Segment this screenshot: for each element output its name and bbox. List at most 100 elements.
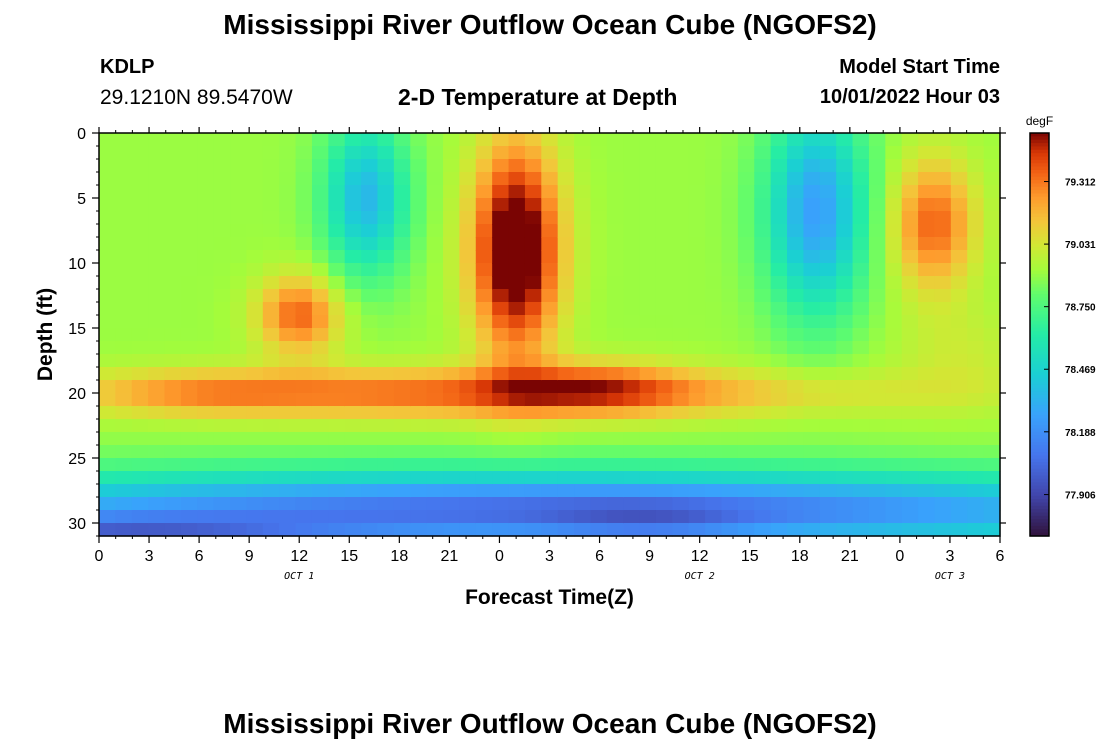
heatmap-cell — [787, 523, 805, 537]
heatmap-cell — [492, 263, 510, 277]
colorbar-segment — [1030, 216, 1049, 221]
heatmap-cell — [868, 211, 886, 225]
heatmap-cell — [410, 523, 428, 537]
heatmap-cell — [705, 445, 723, 459]
heatmap-cell — [197, 406, 215, 420]
heatmap-cell — [99, 354, 116, 368]
x-tick-label: 3 — [145, 548, 154, 565]
heatmap-cell — [344, 237, 362, 251]
heatmap-cell — [311, 419, 329, 433]
heatmap-cell — [148, 250, 166, 264]
colorbar-segment — [1030, 153, 1049, 158]
heatmap-cell — [410, 497, 428, 511]
heatmap-cell — [639, 484, 657, 498]
heatmap-cell — [901, 250, 919, 264]
x-tick-label: 0 — [95, 548, 104, 565]
heatmap-cell — [475, 315, 493, 329]
heatmap-cell — [868, 393, 886, 407]
heatmap-cell — [918, 276, 936, 290]
heatmap-cell — [803, 354, 821, 368]
heatmap-cell — [934, 172, 952, 186]
heatmap-cell — [770, 315, 788, 329]
heatmap-cell — [99, 367, 116, 381]
heatmap-cell — [557, 471, 575, 485]
heatmap-cell — [148, 133, 166, 147]
heatmap-cell — [967, 250, 985, 264]
heatmap-cell — [819, 211, 837, 225]
heatmap-cell — [213, 211, 231, 225]
heatmap-cell — [131, 159, 149, 173]
heatmap-cell — [754, 419, 772, 433]
heatmap-cell — [885, 250, 903, 264]
heatmap-cell — [688, 146, 706, 160]
heatmap-cell — [541, 198, 559, 212]
heatmap-cell — [852, 224, 870, 238]
heatmap-cell — [197, 484, 215, 498]
heatmap-cell — [361, 172, 379, 186]
heatmap-cell — [885, 523, 903, 537]
heatmap-cell — [164, 211, 182, 225]
heatmap-cell — [148, 510, 166, 524]
heatmap-cell — [311, 380, 329, 394]
heatmap-cell — [737, 328, 755, 342]
heatmap-cell — [295, 354, 313, 368]
heatmap-cell — [459, 211, 477, 225]
colorbar-segment — [1030, 183, 1049, 188]
heatmap-cell — [901, 172, 919, 186]
heatmap-cell — [705, 341, 723, 355]
heatmap-cell — [590, 146, 608, 160]
heatmap-cell — [492, 510, 510, 524]
heatmap-cell — [639, 354, 657, 368]
heatmap-cell — [754, 146, 772, 160]
heatmap-cell — [574, 250, 592, 264]
heatmap-cell — [197, 211, 215, 225]
heatmap-cell — [377, 172, 395, 186]
heatmap-cell — [967, 445, 985, 459]
x-tick-label: 9 — [645, 548, 654, 565]
heatmap-cell — [623, 497, 641, 511]
heatmap-cell — [623, 367, 641, 381]
heatmap-cell — [868, 185, 886, 199]
heatmap-cell — [590, 354, 608, 368]
heatmap-cell — [590, 445, 608, 459]
heatmap-cell — [459, 354, 477, 368]
heatmap-cell — [983, 146, 1001, 160]
heatmap-cell — [180, 315, 198, 329]
heatmap-cell — [99, 276, 116, 290]
heatmap-cell — [868, 471, 886, 485]
heatmap-cell — [803, 302, 821, 316]
heatmap-cell — [901, 276, 919, 290]
heatmap-cell — [164, 263, 182, 277]
heatmap-cell — [262, 133, 280, 147]
heatmap-cell — [459, 497, 477, 511]
heatmap-cell — [934, 302, 952, 316]
heatmap-cell — [852, 328, 870, 342]
heatmap-cell — [180, 380, 198, 394]
heatmap-cell — [983, 289, 1001, 303]
heatmap-cell — [279, 276, 297, 290]
heatmap-cell — [672, 354, 690, 368]
heatmap-cell — [295, 263, 313, 277]
heatmap-cell — [934, 263, 952, 277]
heatmap-cell — [557, 419, 575, 433]
heatmap-cell — [836, 497, 854, 511]
heatmap-cell — [606, 445, 624, 459]
heatmap-cell — [574, 211, 592, 225]
heatmap-cell — [115, 497, 133, 511]
heatmap-cell — [803, 380, 821, 394]
heatmap-cell — [311, 289, 329, 303]
colorbar-segment — [1030, 267, 1049, 272]
heatmap-cell — [787, 406, 805, 420]
heatmap-cell — [934, 497, 952, 511]
heatmap-cell — [967, 237, 985, 251]
heatmap-cell — [311, 198, 329, 212]
heatmap-cell — [131, 432, 149, 446]
heatmap-cell — [787, 185, 805, 199]
heatmap-cell — [737, 250, 755, 264]
heatmap-cell — [148, 302, 166, 316]
heatmap-cell — [557, 211, 575, 225]
heatmap-cell — [606, 328, 624, 342]
heatmap-cell — [426, 289, 444, 303]
heatmap-cell — [377, 250, 395, 264]
heatmap-cell — [131, 458, 149, 472]
